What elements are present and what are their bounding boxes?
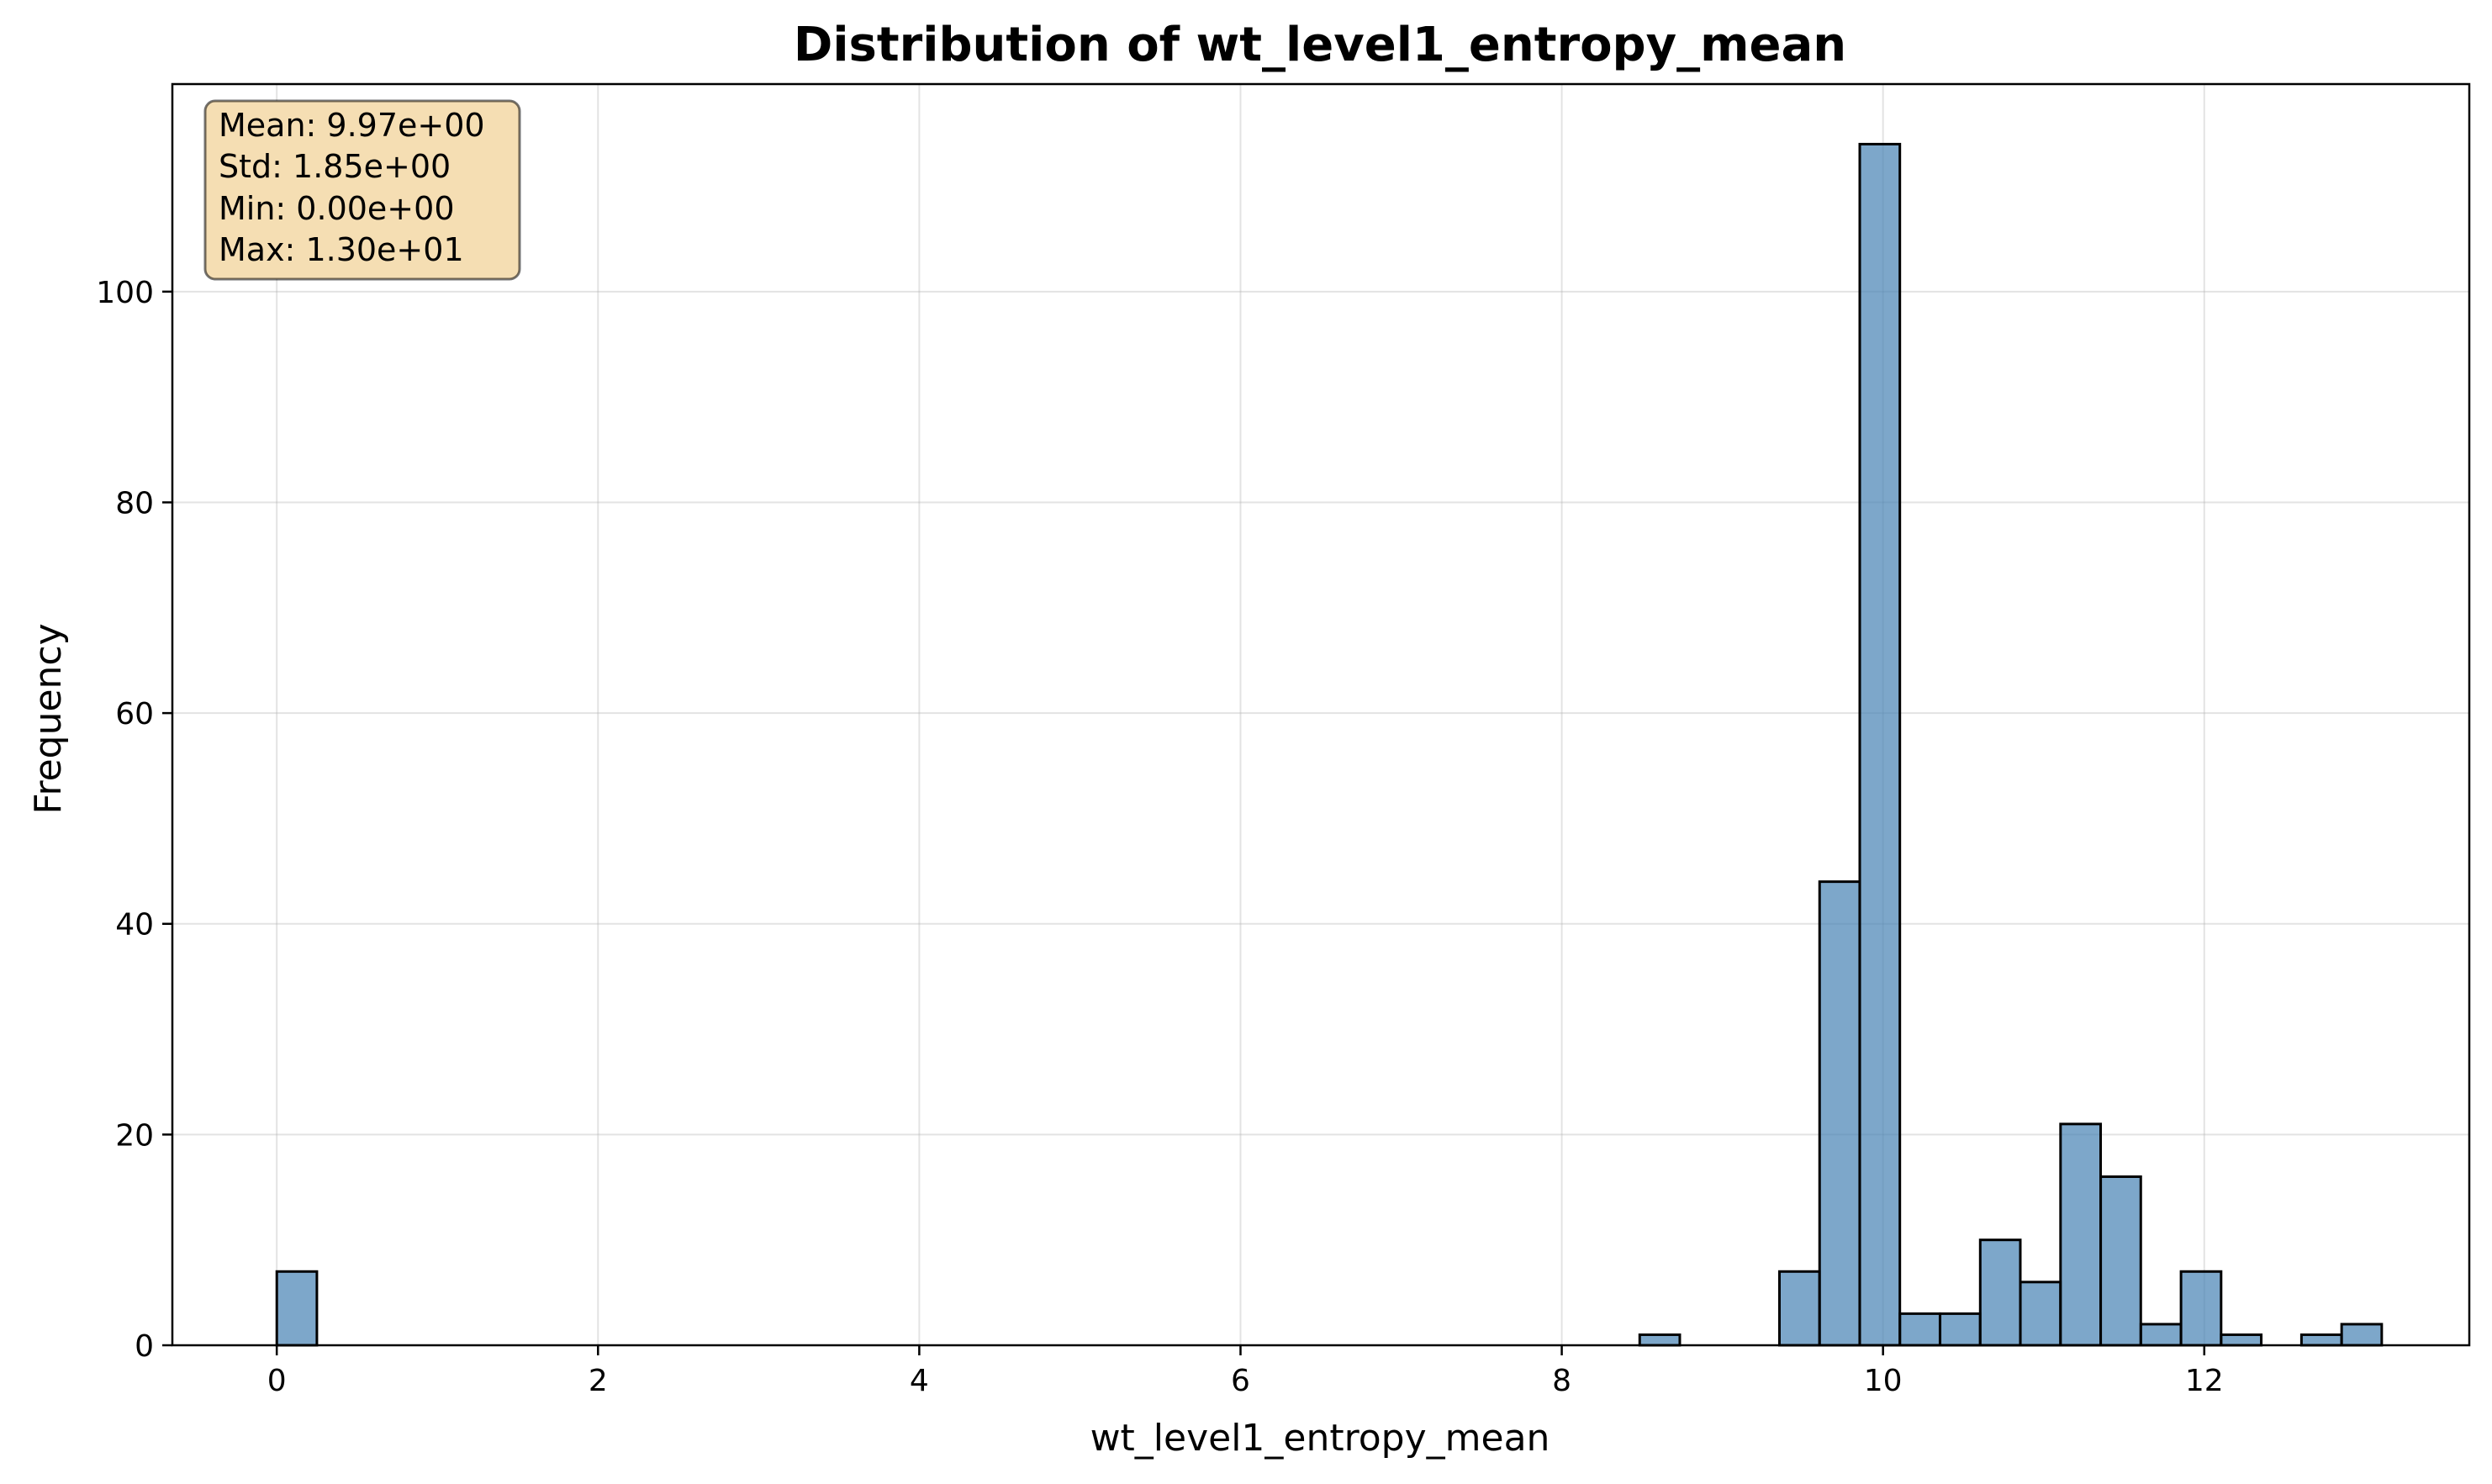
- histogram-bar: [2179, 1270, 2223, 1347]
- y-tick-label: 40: [115, 908, 154, 943]
- histogram-bar: [2220, 1333, 2263, 1347]
- y-tick-label: 100: [96, 276, 154, 310]
- stats-annotation-box: Mean: 9.97e+00 Std: 1.85e+00 Min: 0.00e+…: [203, 99, 521, 281]
- x-tick-label: 8: [1552, 1364, 1571, 1398]
- y-tick-label: 0: [135, 1329, 154, 1364]
- histogram-bars: [275, 142, 2384, 1347]
- histogram-bar: [2299, 1333, 2343, 1347]
- histogram-bar: [1898, 1312, 1941, 1347]
- histogram-bar: [2059, 1122, 2103, 1347]
- x-tick-label: 2: [589, 1364, 608, 1398]
- stats-box-background: [203, 99, 521, 281]
- stats-max: Max: 1.30e+01: [219, 231, 464, 268]
- y-axis-label: Frequency: [27, 623, 70, 814]
- x-axis-ticks: 0 2 4 6 8 10 12: [267, 1345, 2224, 1398]
- chart-title: Distribution of wt_level1_entropy_mean: [794, 18, 1846, 72]
- y-axis-ticks: 0 20 40 60 80 100: [96, 276, 172, 1364]
- y-tick-label: 60: [115, 697, 154, 731]
- stats-mean: Mean: 9.97e+00: [219, 107, 485, 144]
- histogram-bar: [2139, 1323, 2183, 1347]
- x-tick-label: 0: [267, 1364, 287, 1398]
- x-tick-label: 12: [2185, 1364, 2224, 1398]
- x-tick-label: 6: [1231, 1364, 1250, 1398]
- x-axis-label: wt_level1_entropy_mean: [1090, 1417, 1550, 1460]
- y-tick-label: 80: [115, 486, 154, 520]
- histogram-bar: [1638, 1333, 1682, 1347]
- histogram-bar: [1818, 880, 1861, 1347]
- histogram-bar: [275, 1270, 319, 1347]
- y-tick-label: 20: [115, 1118, 154, 1153]
- histogram-bar: [1939, 1312, 1982, 1347]
- x-tick-label: 4: [910, 1364, 929, 1398]
- histogram-bar: [1978, 1238, 2022, 1347]
- histogram-bar: [2099, 1175, 2142, 1347]
- stats-std: Std: 1.85e+00: [219, 148, 451, 185]
- x-tick-label: 10: [1864, 1364, 1903, 1398]
- histogram-bar: [1777, 1270, 1821, 1347]
- stats-min: Min: 0.00e+00: [219, 190, 455, 227]
- histogram-bar: [2340, 1323, 2384, 1347]
- histogram-bar: [2019, 1281, 2062, 1347]
- plot-area-frame: [171, 82, 2471, 1347]
- histogram-bar: [1858, 142, 1902, 1347]
